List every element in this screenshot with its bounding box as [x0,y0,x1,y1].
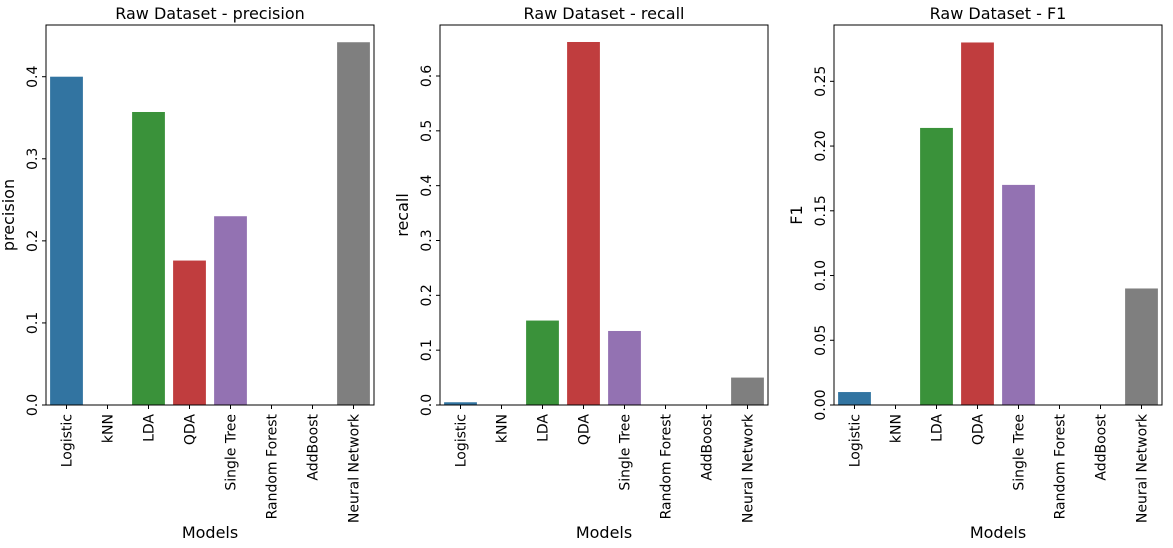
y-tick-label: 0.4 [419,174,435,196]
plot-frame [439,24,769,406]
x-tick-label: Logistic [848,414,864,467]
y-tick-label: 0.6 [419,65,435,87]
chart-f1: Raw Dataset - F1 Models F1 0.00 0.05 0.10 0… [787,4,1163,542]
x-tick-label: LDA [930,414,946,442]
x-tick-label: Single Tree [224,414,240,491]
x-tick-label: AddBoost [1094,413,1110,480]
x-tick-label: LDA [536,414,552,442]
chart-title: Raw Dataset - recall [524,4,685,23]
x-tick-label: Neural Network [347,413,363,523]
bar-single-tree [214,216,247,405]
x-tick-label: AddBoost [306,413,322,480]
y-tick-label: 0.3 [25,148,41,170]
y-tick-label: 0.2 [419,284,435,306]
x-tick-label: AddBoost [700,413,716,480]
bar-logistic [50,76,83,405]
x-axis-label: Models [576,523,632,542]
bar-logistic [444,402,477,405]
x-axis-label: Models [182,523,238,542]
bar-neural-network [1125,288,1158,405]
x-tick-label: kNN [495,414,511,443]
bar-single-tree [1002,184,1035,405]
y-tick-label: 0.3 [419,229,435,251]
bar-lda [920,127,953,406]
y-tick-label: 0.00 [813,389,829,420]
bar-neural-network [731,377,764,405]
x-tick-label: Single Tree [1012,414,1028,491]
bar-logistic [838,392,871,405]
y-axis-label: recall [393,193,412,237]
y-tick-label: 0.20 [813,130,829,161]
chart-title: Raw Dataset - precision [115,4,305,23]
bar-qda [567,41,600,405]
plot-frame [833,24,1163,406]
x-tick-label: Neural Network [1135,413,1151,523]
chart-title: Raw Dataset - F1 [930,4,1067,23]
x-tick-label: Random Forest [659,414,675,520]
bar-neural-network [337,42,370,406]
x-tick-label: QDA [971,414,987,446]
bar-single-tree [608,330,641,405]
x-tick-label: kNN [101,414,117,443]
y-tick-label: 0.25 [813,66,829,97]
y-tick-label: 0.1 [25,312,41,334]
x-tick-label: Neural Network [741,413,757,523]
x-tick-label: kNN [889,414,905,443]
chart-recall: Raw Dataset - recall Models recall 0.0 0.… [393,4,769,542]
bar-lda [132,111,165,406]
y-tick-label: 0.5 [419,120,435,142]
x-tick-label: Random Forest [1053,414,1069,520]
x-tick-label: Random Forest [265,414,281,520]
x-tick-label: QDA [183,414,199,446]
x-tick-label: QDA [577,414,593,446]
y-tick-label: 0.0 [25,394,41,416]
bar-lda [526,320,559,405]
y-axis-label: precision [0,179,18,251]
y-tick-label: 0.10 [813,260,829,291]
x-tick-label: Single Tree [618,414,634,491]
y-tick-label: 0.2 [25,230,41,252]
y-tick-label: 0.4 [25,65,41,87]
x-tick-label: LDA [142,414,158,442]
chart-precision: Raw Dataset - precision Models precision… [0,4,375,542]
plot-frame [45,24,375,406]
y-tick-label: 0.0 [419,394,435,416]
y-tick-label: 0.05 [813,325,829,356]
x-axis-label: Models [970,523,1026,542]
x-tick-label: Logistic [454,414,470,467]
y-tick-label: 0.15 [813,195,829,226]
bar-qda [961,42,994,406]
bar-qda [173,260,206,405]
y-axis-label: F1 [787,205,806,224]
y-tick-label: 0.1 [419,339,435,361]
x-tick-label: Logistic [60,414,76,467]
